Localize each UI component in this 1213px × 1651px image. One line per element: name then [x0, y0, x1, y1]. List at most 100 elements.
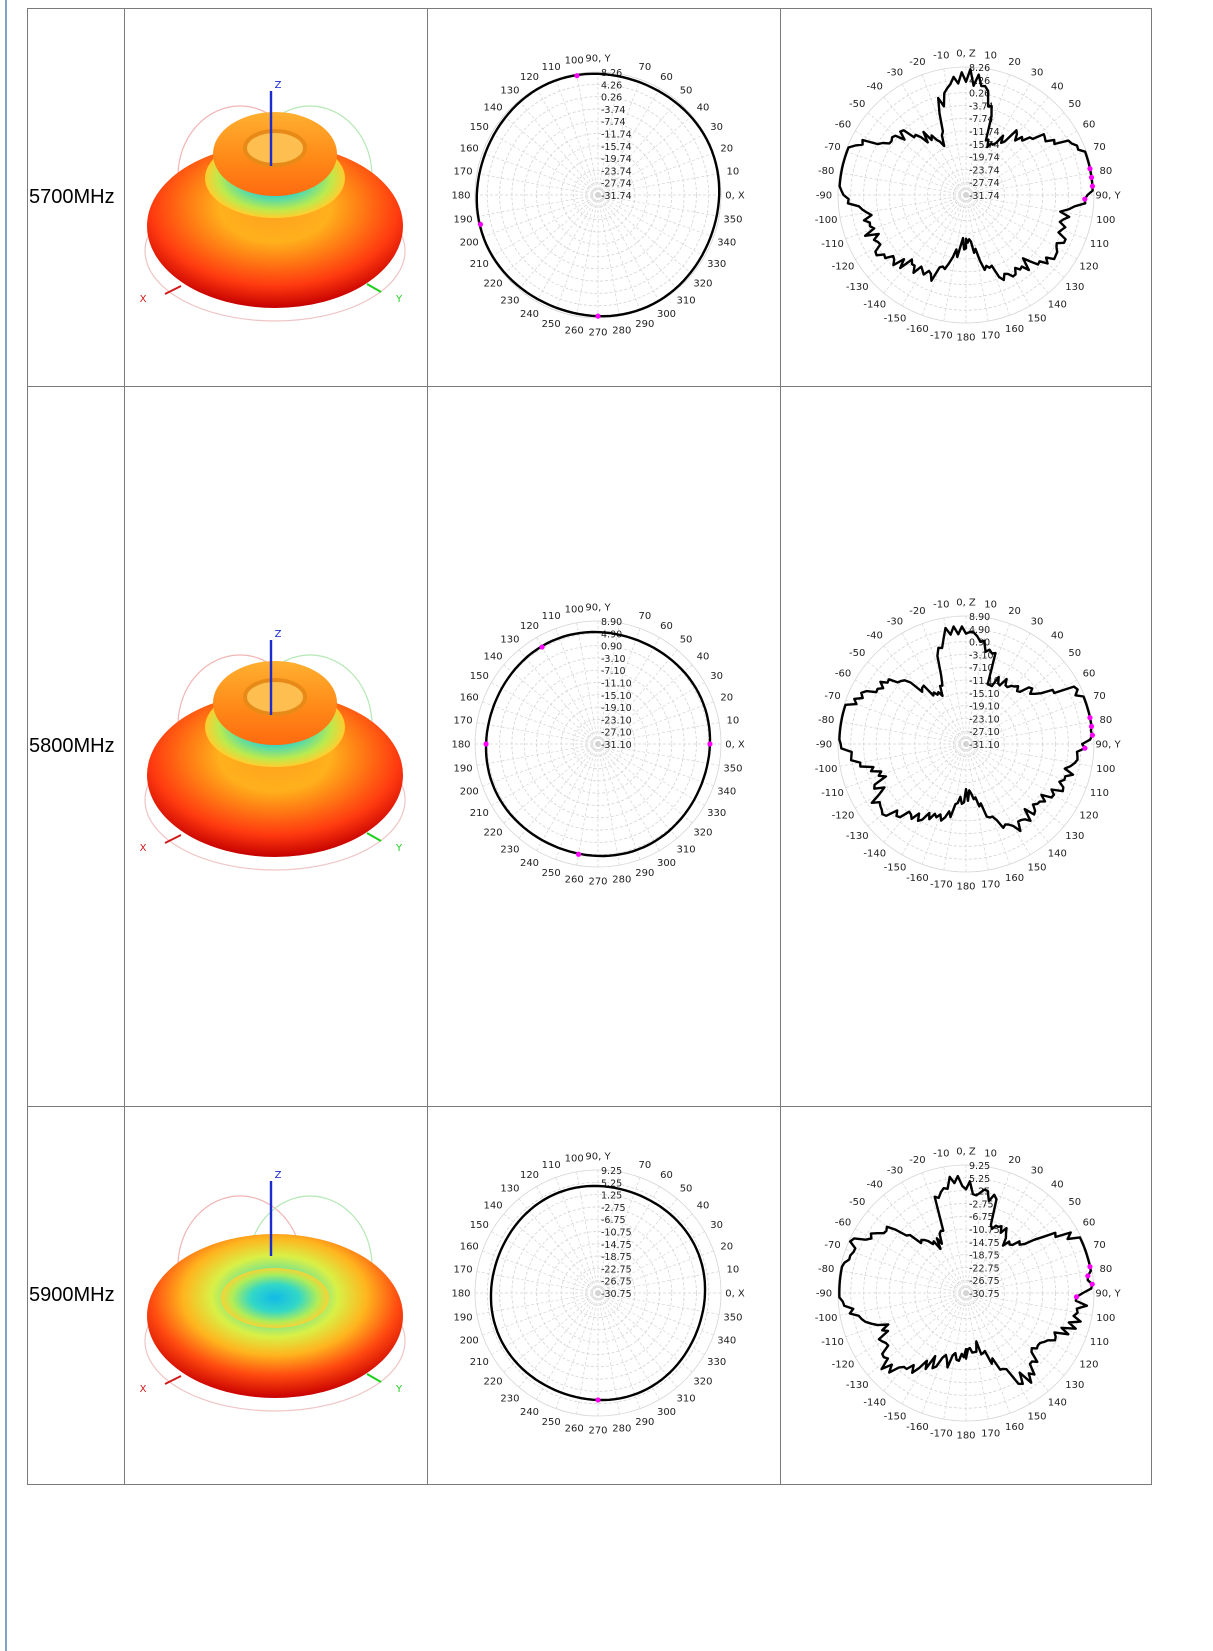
- angle-label: 30: [710, 122, 723, 133]
- grid-spoke: [839, 171, 967, 195]
- grid-spoke: [965, 194, 1065, 278]
- grid-spoke: [597, 100, 678, 195]
- grid-spoke: [965, 699, 1087, 744]
- angle-label: 350: [723, 763, 742, 774]
- axis-group: Z X Y: [140, 629, 403, 854]
- angle-label: 340: [717, 1335, 736, 1346]
- trace-marker: [483, 740, 489, 747]
- grid-spoke: [901, 743, 967, 855]
- angle-label: 90, Y: [1095, 190, 1121, 201]
- angle-label: 150: [470, 671, 489, 682]
- grid-spoke: [854, 743, 967, 808]
- grid-spoke: [597, 743, 678, 838]
- grid-spoke: [597, 194, 678, 289]
- angle-label: 270: [588, 876, 607, 887]
- angle-label: 40: [697, 102, 710, 113]
- angle-label: 30: [1031, 67, 1044, 78]
- angle-label: 120: [520, 1169, 539, 1180]
- angle-label: -50: [849, 1197, 865, 1208]
- z-trace: [838, 624, 1094, 832]
- grid-spoke: [965, 74, 1011, 195]
- grid-ring: [927, 155, 1005, 234]
- ring-value-label: 9.25: [969, 1161, 990, 1172]
- angle-label: -20: [909, 57, 925, 68]
- xy-plane-polar-plot: 8.904.900.90-3.10 -7.10-11.10-15.10 -19.10…: [451, 602, 744, 887]
- grid-spoke: [883, 645, 967, 744]
- angle-label: 110: [1090, 1337, 1109, 1348]
- ring-value-label: -19.10: [601, 703, 632, 714]
- grid-spoke: [597, 73, 620, 195]
- xy-trace-group: [475, 72, 721, 319]
- angle-label: 140: [484, 1200, 503, 1211]
- grid-spoke: [883, 1194, 967, 1293]
- angle-label: 20: [1008, 57, 1021, 68]
- angle-label: 10: [727, 715, 740, 726]
- ring-value-label: -14.75: [969, 1237, 1000, 1248]
- angle-label: -10: [933, 599, 949, 610]
- angle-label: -10: [933, 1148, 949, 1159]
- angle-label: 140: [1048, 848, 1067, 859]
- ring-value-label: 4.90: [969, 624, 990, 635]
- angle-label: 290: [635, 319, 654, 330]
- grid-spoke: [555, 1292, 599, 1409]
- angle-label: 130: [1065, 1379, 1084, 1390]
- grid-spoke: [965, 194, 1078, 259]
- angle-label: 60: [1083, 1217, 1096, 1228]
- angle-label: 60: [1083, 668, 1096, 679]
- grid-spoke: [597, 664, 693, 744]
- axis-group: Z X Y: [140, 1170, 403, 1395]
- grid-ring: [499, 644, 697, 843]
- angle-label: 280: [612, 325, 631, 336]
- ring-value-label: -31.10: [969, 740, 1000, 751]
- grid-spoke: [867, 1292, 967, 1376]
- angle-label: 270: [588, 327, 607, 338]
- grid-spoke: [965, 194, 989, 321]
- grid-spoke: [518, 194, 599, 289]
- grid-spoke: [597, 194, 714, 237]
- grid-spoke: [491, 1292, 599, 1355]
- grid-spoke: [555, 743, 599, 860]
- angle-label: 80: [1099, 714, 1112, 725]
- y-axis-line: [366, 1372, 382, 1383]
- torus-hole: [243, 677, 307, 716]
- angle-label: 260: [565, 325, 584, 336]
- grid-spoke: [901, 194, 967, 306]
- ring-value-label: -19.74: [969, 152, 1000, 163]
- grid-spoke: [943, 617, 967, 744]
- grid-spoke: [965, 743, 1093, 767]
- grid-ring: [572, 1267, 623, 1318]
- grid-spoke: [491, 743, 599, 806]
- angle-label: 70: [1093, 141, 1106, 152]
- angle-label: -40: [867, 1179, 883, 1190]
- ring-value-label: -2.75: [601, 1202, 626, 1213]
- grid-spoke: [482, 743, 599, 786]
- angle-label: 240: [520, 1407, 539, 1418]
- grid-spoke: [965, 1172, 1011, 1293]
- angle-label: 320: [693, 278, 712, 289]
- angle-label: -120: [832, 261, 855, 272]
- grid-spoke: [491, 194, 599, 257]
- ring-value-label: 9.25: [601, 1166, 622, 1177]
- angle-label: -60: [835, 1217, 851, 1228]
- ring-value-label: -23.10: [969, 714, 1000, 725]
- xy-plane-polar-plot: 8.264.260.26-3.74 -7.74-11.74-15.74 -19.74…: [451, 53, 744, 338]
- angle-label: 170: [454, 1264, 473, 1275]
- angle-label: 290: [635, 868, 654, 879]
- angle-label: 100: [1096, 764, 1115, 775]
- angle-label: -70: [824, 141, 840, 152]
- angle-label: 150: [1027, 862, 1046, 873]
- trace-marker: [1088, 174, 1095, 180]
- angle-label: 20: [1008, 606, 1021, 617]
- angle-label: 230: [500, 1393, 519, 1404]
- angle-label: 190: [454, 1312, 473, 1323]
- grid-ring: [548, 144, 648, 245]
- angle-label: -160: [906, 1421, 929, 1432]
- grid-ring: [876, 653, 1056, 834]
- angle-label: 160: [1005, 323, 1024, 334]
- grid-spoke: [965, 171, 1093, 195]
- angle-label: -60: [835, 668, 851, 679]
- angle-label: -120: [832, 1359, 855, 1370]
- angle-label: 110: [542, 610, 561, 621]
- ring-value-label: 8.90: [601, 617, 622, 628]
